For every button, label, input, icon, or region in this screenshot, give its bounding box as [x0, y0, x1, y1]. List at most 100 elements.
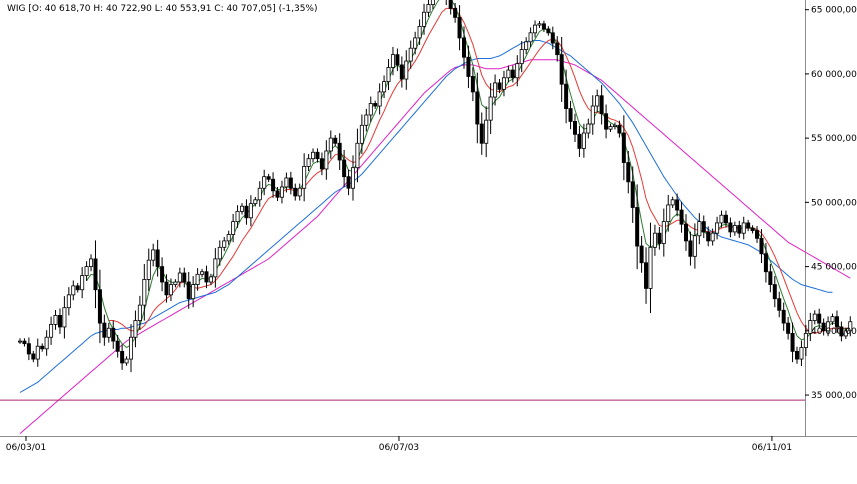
price-body: [834, 316, 839, 328]
price-body: [208, 276, 213, 283]
price-body: [537, 23, 542, 26]
price-bar: [644, 247, 649, 304]
price-bar: [248, 195, 253, 227]
price-bar: [675, 193, 680, 217]
price-bar: [692, 223, 697, 269]
price-body: [195, 273, 200, 285]
price-bar: [652, 224, 657, 256]
price-bar: [612, 122, 617, 130]
price-bar: [426, 0, 431, 17]
price-bar: [337, 133, 342, 170]
price-body: [541, 23, 546, 30]
price-bar: [386, 59, 391, 91]
price-bar: [445, 0, 447, 6]
price-body: [399, 64, 404, 80]
ohlc-header: WIG [O: 40 618,70 H: 40 722,90 L: 40 553…: [7, 4, 318, 14]
price-bar: [568, 100, 573, 130]
price-body: [204, 271, 209, 283]
price-bar: [528, 27, 533, 48]
price-bar: [71, 280, 76, 301]
price-bar: [257, 181, 262, 207]
price-body: [426, 4, 431, 13]
price-body: [275, 190, 280, 198]
price-body: [111, 327, 116, 342]
price-bar: [786, 316, 791, 340]
price-body: [630, 181, 635, 208]
price-bars: [17, 0, 853, 373]
price-body: [639, 245, 644, 264]
price-body: [417, 25, 422, 39]
price-bar: [470, 67, 475, 102]
price-bar: [217, 240, 222, 266]
price-body: [62, 307, 67, 328]
price-bar: [559, 36, 564, 102]
price-bar: [608, 123, 613, 132]
price-bar: [186, 271, 191, 309]
price-body: [697, 221, 702, 237]
price-body: [781, 309, 786, 324]
price-bar: [803, 324, 808, 356]
price-body: [382, 81, 387, 93]
price-bar: [817, 308, 822, 329]
price-body: [759, 237, 764, 255]
price-body: [89, 258, 94, 267]
price-bar: [342, 149, 347, 187]
price-body: [741, 222, 746, 234]
price-bar: [57, 308, 62, 334]
price-bar: [515, 55, 520, 87]
price-body: [808, 320, 813, 334]
price-bar: [311, 148, 316, 163]
price-body: [666, 204, 671, 223]
price-bar: [333, 135, 338, 147]
price-bar: [630, 166, 635, 223]
price-bar: [666, 194, 671, 232]
price-bar: [75, 283, 80, 293]
price-bar: [830, 313, 835, 325]
price-body: [675, 199, 680, 211]
price-bar: [430, 0, 435, 10]
price-body: [226, 234, 231, 242]
price-bar: [253, 196, 258, 207]
ma-longest-line: [19, 59, 851, 434]
price-body: [599, 95, 604, 115]
price-body: [346, 176, 351, 189]
price-body: [26, 343, 31, 355]
y-axis-ticks: 35 000,00 40 000,00 45 000,00 50 000,00 55 0…: [805, 6, 857, 401]
price-body: [390, 54, 395, 68]
price-bar: [586, 118, 591, 139]
price-bar: [359, 114, 364, 155]
price-body: [128, 336, 133, 360]
price-bar: [111, 320, 116, 349]
price-bar: [781, 302, 786, 331]
price-bar: [350, 155, 355, 201]
price-bar: [732, 221, 737, 236]
price-body: [448, 0, 453, 9]
price-bar: [453, 3, 458, 23]
price-body: [408, 47, 413, 62]
price-body: [368, 103, 373, 116]
price-body: [644, 262, 649, 289]
price-body: [715, 222, 720, 234]
price-bar: [564, 69, 569, 124]
price-bar: [80, 267, 85, 299]
price-bar: [550, 26, 555, 50]
price-body: [324, 150, 329, 170]
x-tick-label: 06/03/01: [6, 443, 46, 453]
price-body: [795, 350, 800, 360]
price-body: [102, 322, 107, 338]
price-body: [461, 37, 466, 58]
price-body: [231, 221, 236, 235]
price-body: [297, 187, 302, 197]
price-body: [777, 298, 782, 311]
price-bar: [106, 322, 111, 343]
price-body: [519, 49, 524, 65]
price-bar: [626, 150, 631, 194]
price-bar: [66, 287, 71, 316]
price-body: [53, 315, 58, 325]
price-body: [124, 358, 129, 364]
price-bar: [493, 74, 498, 106]
price-bar: [364, 108, 369, 132]
price-bar: [89, 254, 94, 272]
price-bar: [408, 40, 413, 69]
price-bar: [302, 153, 307, 202]
